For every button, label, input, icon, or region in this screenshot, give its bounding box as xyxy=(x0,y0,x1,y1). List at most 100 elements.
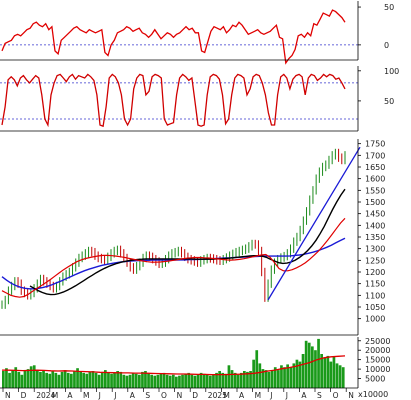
volume-bar xyxy=(255,350,259,388)
volume-bar xyxy=(227,365,231,388)
volume-bar xyxy=(246,371,249,388)
trendline xyxy=(267,146,361,301)
volume-bar xyxy=(335,363,339,388)
volume-ytick-label: 20000 xyxy=(365,346,390,355)
volume-bar xyxy=(54,372,58,388)
volume-bar xyxy=(91,371,95,388)
volume-bar xyxy=(338,365,342,388)
volume-bar xyxy=(283,367,286,388)
x-tick-label: A xyxy=(67,391,73,400)
volume-bar xyxy=(29,366,33,388)
x-tick-label: A xyxy=(239,391,245,400)
volume-bar xyxy=(156,374,160,388)
volume-bar xyxy=(258,363,262,388)
price-ytick-label: 1500 xyxy=(365,198,385,207)
volume-bar xyxy=(14,367,18,388)
ma-mid-line xyxy=(29,188,346,296)
volume-bar xyxy=(70,373,73,388)
x-tick-label: M xyxy=(83,391,89,400)
volume-bar xyxy=(215,372,218,388)
volume-bar xyxy=(159,373,163,388)
volume-bar xyxy=(323,357,327,388)
volume-bar xyxy=(85,373,89,388)
volume-unit-label: x10000 xyxy=(358,390,388,399)
volume-bar xyxy=(168,375,172,388)
x-tick-label: O xyxy=(161,391,167,400)
x-tick-label: J xyxy=(113,391,116,400)
volume-bar xyxy=(45,372,48,388)
momentum-ytick-label: 0 xyxy=(384,41,389,50)
x-tick-label: A xyxy=(301,391,307,400)
volume-bar xyxy=(230,370,234,388)
volume-bar xyxy=(2,371,5,388)
volume-bar xyxy=(8,372,11,388)
x-tick-label: S xyxy=(145,391,150,400)
volume-bar xyxy=(88,371,92,388)
x-tick-label: N xyxy=(177,391,183,400)
momentum-ytick-label: 50 xyxy=(384,3,394,12)
volume-bar xyxy=(317,338,320,388)
price-ytick-label: 1400 xyxy=(365,221,385,230)
volume-bar xyxy=(221,372,225,388)
price-ytick-label: 1200 xyxy=(365,268,385,277)
volume-bar xyxy=(147,373,150,388)
x-tick-label: J xyxy=(98,391,101,400)
volume-bar xyxy=(42,370,45,388)
volume-bar xyxy=(212,374,215,388)
volume-bar xyxy=(110,373,113,388)
volume-bar xyxy=(311,346,314,388)
volume-bar xyxy=(249,371,252,388)
volume-bar xyxy=(273,367,277,388)
volume-bar xyxy=(295,359,299,388)
x-tick-label: D xyxy=(21,391,27,400)
stochastic-line xyxy=(1,73,346,128)
volume-bar xyxy=(116,371,119,388)
volume-average-line xyxy=(1,355,346,376)
volume-bar xyxy=(190,374,194,388)
volume-bar xyxy=(239,372,243,388)
volume-bar xyxy=(267,371,271,388)
volume-bar xyxy=(17,371,21,388)
volume-bar xyxy=(82,372,85,388)
volume-bar xyxy=(264,370,268,388)
price-ytick-label: 1550 xyxy=(365,186,385,195)
volume-bar xyxy=(205,374,209,388)
volume-bar xyxy=(76,368,79,388)
ma-fast-line xyxy=(1,217,346,298)
x-tick-label: J xyxy=(285,391,288,400)
volume-bar xyxy=(280,365,283,388)
volume-bar xyxy=(193,375,197,388)
volume-bar xyxy=(138,374,141,388)
volume-bar xyxy=(236,374,240,388)
volume-bar xyxy=(320,354,323,388)
volume-bar xyxy=(63,370,67,388)
volume-bar xyxy=(199,372,203,388)
volume-ytick-label: 15000 xyxy=(365,356,390,365)
stochastic-ytick-label: 100 xyxy=(384,67,399,76)
volume-bar xyxy=(277,370,280,388)
volume-bar xyxy=(48,373,52,388)
volume-bar xyxy=(301,354,305,388)
volume-bar xyxy=(172,374,175,388)
x-tick-label: 2025 xyxy=(208,391,227,400)
volume-ytick-label: 10000 xyxy=(365,365,390,374)
volume-bar xyxy=(144,371,147,388)
volume-bar xyxy=(178,375,181,388)
volume-bar xyxy=(175,376,178,388)
volume-bar xyxy=(218,371,221,388)
volume-bar xyxy=(261,369,265,388)
volume-bar xyxy=(292,363,296,388)
volume-bar xyxy=(11,370,14,388)
volume-bar xyxy=(150,374,153,388)
volume-bar xyxy=(298,361,302,388)
volume-bar xyxy=(66,372,70,388)
price-ytick-label: 1000 xyxy=(365,315,385,324)
volume-bar xyxy=(57,374,61,388)
volume-ytick-label: 25000 xyxy=(365,337,390,346)
volume-bar xyxy=(329,361,333,388)
stochastic-ytick-label: 50 xyxy=(384,97,394,106)
volume-bar xyxy=(122,374,126,388)
volume-bar xyxy=(341,367,345,388)
x-tick-label: N xyxy=(348,391,354,400)
